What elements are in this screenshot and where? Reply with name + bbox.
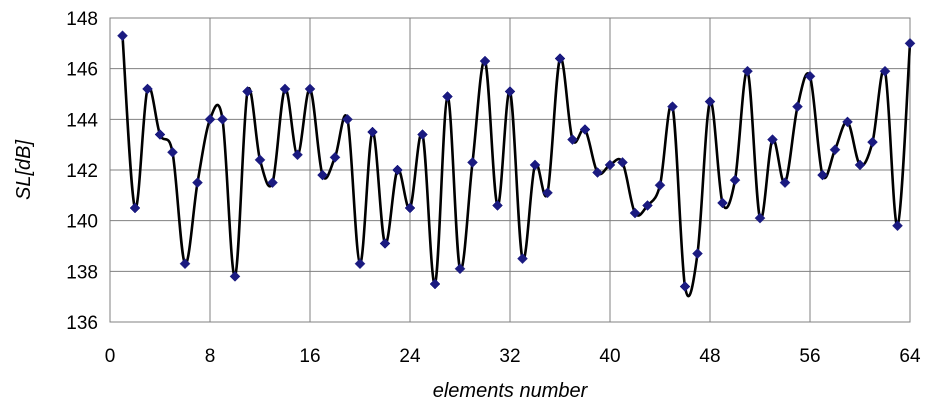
data-point — [517, 253, 528, 265]
data-point — [192, 177, 203, 189]
data-point — [867, 136, 878, 148]
data-point — [629, 207, 641, 219]
x-axis-title: elements number — [433, 380, 589, 402]
data-point — [342, 113, 353, 125]
y-tick-label: 148 — [66, 9, 98, 30]
data-point — [879, 65, 891, 77]
x-tick-label: 24 — [399, 346, 421, 367]
data-point — [779, 177, 791, 189]
data-point — [554, 53, 566, 64]
data-point — [904, 37, 916, 49]
data-point — [892, 220, 903, 232]
data-point — [792, 101, 803, 113]
data-point — [354, 258, 366, 270]
data-point — [754, 212, 766, 224]
x-tick-label: 64 — [899, 346, 921, 367]
data-point — [204, 113, 216, 125]
data-point — [692, 248, 703, 259]
y-tick-label: 142 — [66, 161, 98, 182]
data-point — [304, 83, 316, 95]
x-tick-label: 16 — [299, 346, 320, 367]
data-point — [542, 187, 553, 199]
data-point — [154, 129, 166, 140]
data-point — [217, 113, 228, 125]
data-point — [129, 202, 141, 214]
x-tick-label: 0 — [105, 346, 116, 367]
data-point — [654, 179, 666, 191]
data-point — [267, 177, 278, 189]
y-tick-label: 144 — [66, 110, 98, 131]
data-point — [292, 149, 303, 161]
y-tick-labels: 136 138 140 142 144 146 148 — [66, 9, 98, 334]
data-point — [467, 157, 478, 168]
data-point — [767, 134, 778, 145]
data-point — [442, 91, 453, 102]
data-point — [279, 83, 291, 95]
data-point — [642, 200, 653, 211]
data-point — [604, 159, 616, 171]
data-point — [742, 65, 753, 77]
y-tick-label: 136 — [66, 313, 98, 334]
data-point — [242, 86, 253, 97]
data-point — [454, 263, 466, 275]
data-point — [367, 126, 378, 138]
x-tick-labels: 0 8 16 24 32 40 48 56 64 — [105, 346, 921, 367]
data-point — [679, 281, 691, 292]
data-point — [117, 30, 128, 42]
data-point — [254, 154, 266, 166]
y-tick-label: 138 — [66, 262, 98, 283]
data-point — [854, 159, 866, 171]
data-points — [117, 30, 916, 292]
data-point — [804, 70, 816, 82]
data-point — [404, 202, 416, 214]
y-tick-label: 140 — [66, 212, 98, 233]
x-tick-label: 56 — [799, 346, 820, 367]
data-point — [142, 83, 153, 95]
data-point — [704, 96, 716, 107]
data-point — [529, 159, 541, 171]
data-point — [667, 101, 678, 113]
data-point — [579, 124, 591, 135]
y-axis-title: SL[dB] — [13, 140, 35, 200]
data-point — [829, 144, 841, 156]
data-point — [179, 258, 191, 270]
data-point — [617, 157, 628, 168]
x-tick-label: 32 — [499, 346, 520, 367]
x-tick-label: 48 — [699, 346, 720, 367]
data-point — [167, 146, 178, 158]
data-point — [317, 169, 328, 181]
data-point — [567, 134, 578, 145]
data-point — [429, 278, 441, 290]
data-point — [417, 129, 428, 140]
x-tick-label: 40 — [599, 346, 620, 367]
data-point — [717, 197, 728, 209]
x-tick-label: 8 — [205, 346, 216, 367]
data-point — [492, 200, 503, 211]
data-point — [329, 151, 341, 163]
data-point — [842, 116, 853, 128]
data-point — [379, 238, 391, 249]
data-point — [592, 167, 603, 178]
y-tick-label: 146 — [66, 60, 98, 81]
data-point — [817, 169, 828, 181]
data-point — [504, 86, 516, 97]
data-point — [229, 271, 241, 282]
data-point — [392, 164, 403, 176]
plot-border — [109, 17, 911, 323]
data-point — [729, 174, 741, 186]
data-point — [479, 55, 491, 67]
